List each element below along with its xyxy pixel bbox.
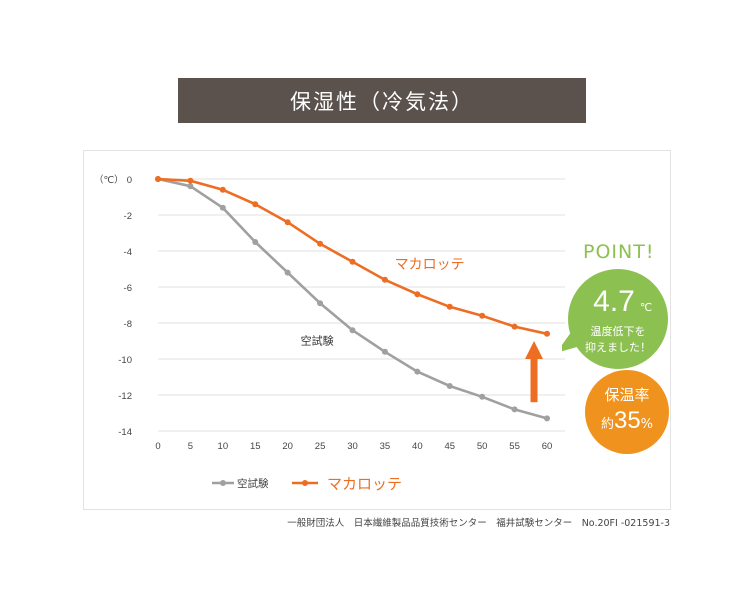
x-tick-label: 15 [250,441,261,452]
retention-prefix: 約 [600,417,614,432]
data-point [544,415,550,422]
temperature-text-line1: 温度低下を [591,324,646,338]
line-chart: 0-2-4-6-8-10-12-14（℃）0 5 10 15 20 25 30 35 40 45 5… [94,174,565,493]
x-tick-label: 10 [218,441,229,452]
source-footnote: 一般財団法人 日本繊維製品品質技術センター 福井試験センター No.20FI -… [287,518,670,529]
callout-pointer [562,331,584,352]
data-point [479,393,486,400]
page-title: 保湿性（冷気法） [290,89,474,114]
data-point [219,204,226,211]
data-point [381,348,388,355]
data-point [414,291,421,298]
x-tick-label: 60 [542,441,553,452]
data-point [511,323,518,330]
temperature-text-line2: 抑えました！ [585,340,651,354]
data-point [317,300,324,307]
x-tick-label: 45 [444,441,455,452]
x-tick-label: 20 [282,441,293,452]
data-point [544,330,550,337]
retention-callout: 保温率 約35% [585,370,669,454]
annotation-makarotte: マカロッテ [395,257,465,273]
legend-marker-makarotte [302,480,308,486]
x-tick-label: 30 [347,441,358,452]
temperature-value: 4.7 [593,285,635,318]
callout-circle [568,269,668,369]
data-point [446,303,453,310]
x-tick-label: 35 [380,441,391,452]
data-point [155,176,161,182]
point-label: POINT! [583,241,655,263]
x-tick-label: 0 [155,441,160,452]
y-tick-label: -2 [124,211,132,222]
temperature-unit: ℃ [640,301,652,314]
retention-rate: 約35% [585,407,669,435]
data-point [446,383,453,389]
data-point [317,240,324,247]
data-point [349,327,356,334]
y-tick-label: -14 [118,427,132,438]
data-point [414,368,421,375]
data-point [284,269,291,276]
gap-arrow-shaft [530,359,538,403]
x-tick-label: 50 [477,441,488,452]
gap-arrow-head [525,341,544,359]
legend-label-control: 空試験 [237,477,269,490]
y-tick-label: -8 [124,319,132,330]
data-point [219,186,226,193]
x-tick-label: 40 [412,441,423,452]
y-tick-label: -10 [118,355,132,366]
y-axis-unit: （℃） [94,174,124,186]
retention-label: 保温率 [604,386,650,404]
y-tick-label: 0 [127,175,132,186]
data-point [511,406,518,413]
legend-marker-control [220,480,226,486]
data-point [252,239,259,245]
legend-label-makarotte: マカロッテ [327,475,402,493]
data-point [187,183,194,190]
data-point [381,276,388,283]
y-tick-label: -6 [124,283,132,294]
y-tick-label: -12 [118,391,132,402]
data-point [284,219,291,226]
retention-unit: % [640,417,654,432]
data-point [187,177,194,184]
x-tick-label: 25 [315,441,326,452]
chart-title-bar: 保湿性（冷気法） [178,78,586,123]
data-point [252,201,259,208]
data-point [349,258,356,265]
x-tick-label: 5 [188,441,193,452]
temperature-callout: 4.7 ℃ 温度低下を 抑えました！ [562,269,668,369]
annotation-control: 空試験 [301,334,334,348]
retention-value: 35 [613,407,641,434]
y-tick-label: -4 [124,247,132,258]
data-point [479,312,486,319]
x-tick-label: 55 [509,441,520,452]
